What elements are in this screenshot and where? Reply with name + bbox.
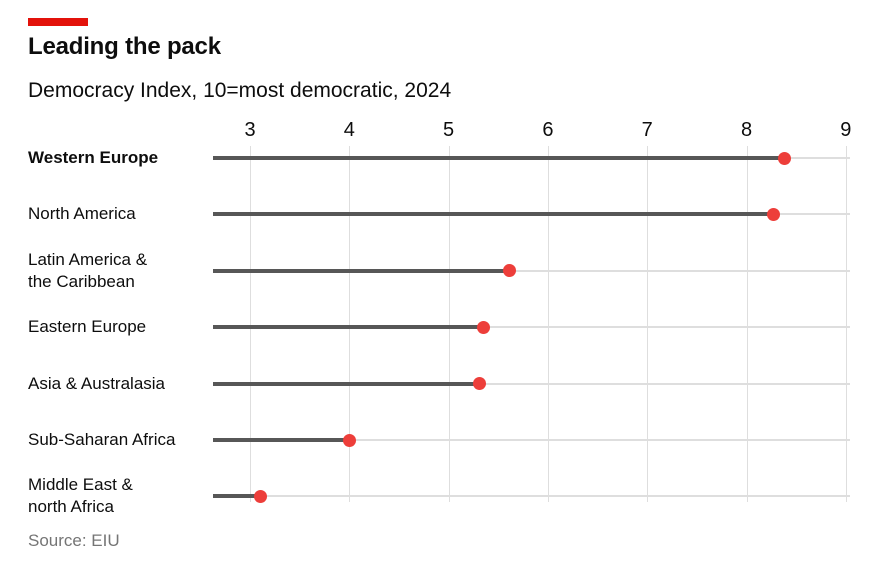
value-line [213,494,261,499]
category-label: Western Europe [28,148,159,167]
category-label: Middle East & north Africa [28,475,133,517]
value-line [213,438,350,442]
x-gridline [547,146,549,502]
x-axis-tick-label: 4 [343,119,355,141]
data-point-dot [342,433,356,447]
data-point-dot [766,207,780,221]
chart-subtitle: Democracy Index, 10=most democratic, 202… [28,79,452,102]
chart-title: Leading the pack [28,33,221,60]
x-gridline [448,146,450,502]
x-axis-tick-label: 6 [542,119,554,141]
value-line [213,381,480,386]
value-line [213,156,785,160]
data-point-dot [476,320,490,334]
x-gridline [746,146,748,502]
x-axis-tick-label: 5 [443,119,455,141]
row-track-line [213,495,850,498]
data-point-dot [472,377,486,391]
data-point-dot [502,264,516,278]
accent-bar [28,18,88,26]
x-axis-tick-label: 7 [641,119,653,141]
row-track-line [213,439,850,441]
row-track-line [213,382,850,385]
x-gridline [845,146,847,502]
category-label: Asia & Australasia [28,373,166,393]
x-axis-tick-label: 8 [740,119,753,141]
x-gridline [250,146,251,502]
category-label: Sub-Saharan Africa [28,430,176,449]
data-point-dot [777,151,791,165]
row-track-line [213,269,850,272]
x-axis-tick-label: 3 [244,119,256,141]
category-label: Eastern Europe [28,317,147,337]
source-note: Source: EIU [28,531,120,550]
value-line [213,212,774,217]
x-axis-tick-label: 9 [840,119,852,141]
x-gridline [349,146,351,502]
value-line [213,325,484,330]
x-gridline [647,146,649,502]
row-track-line [213,326,850,329]
category-label: Latin America & the Caribbean [28,249,148,291]
category-label: North America [28,204,136,224]
value-line [213,268,510,273]
data-point-dot [254,489,268,503]
